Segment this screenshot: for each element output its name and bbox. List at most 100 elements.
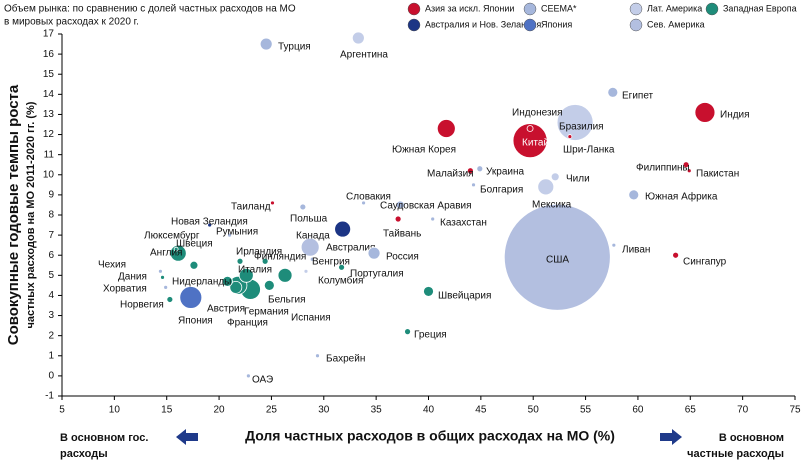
x-tick-label: 20 — [214, 405, 226, 416]
bubble — [236, 257, 244, 265]
bubble — [263, 279, 275, 291]
data-label: Австрия — [207, 304, 245, 315]
data-label: Франция — [227, 318, 268, 329]
y-tick-label: -1 — [45, 391, 54, 402]
data-label: Австралия — [326, 243, 375, 254]
annotation: частные расходы — [687, 448, 784, 460]
x-axis-title: Доля частных расходов в общих расходах н… — [245, 428, 615, 444]
bubble — [430, 216, 436, 222]
y-tick-label: 7 — [48, 230, 54, 241]
y-tick-label: 1 — [48, 350, 54, 361]
bubble — [436, 119, 456, 138]
data-label: Ливан — [622, 245, 650, 256]
bubble — [277, 267, 293, 283]
legend-marker — [705, 2, 719, 16]
data-label: Швеция — [176, 239, 213, 250]
y-tick-label: 8 — [48, 210, 54, 221]
x-tick-label: 35 — [371, 405, 383, 416]
bubble — [395, 200, 405, 210]
data-label: Аргентина — [340, 50, 388, 61]
legend-marker — [523, 2, 537, 16]
legend-marker — [523, 18, 537, 32]
data-label: Турция — [278, 42, 311, 53]
bubble — [503, 203, 611, 311]
y-tick-label: 0 — [48, 371, 54, 382]
y-tick-label: 12 — [43, 129, 55, 140]
bubble — [423, 286, 434, 297]
bubble — [471, 182, 476, 188]
data-label: Индонезия — [512, 108, 563, 119]
legend-marker — [407, 18, 421, 32]
y-axis-title: частных расходов на МО 2011-2020 гг. (%) — [25, 101, 37, 328]
bubble — [334, 220, 352, 238]
bubble — [550, 172, 560, 182]
bubble — [315, 353, 320, 359]
data-label: Филиппины — [636, 163, 690, 174]
data-label: Англия — [150, 248, 182, 259]
data-label: Чили — [566, 174, 590, 185]
x-tick-label: 55 — [580, 405, 592, 416]
x-tick-label: 75 — [789, 405, 801, 416]
bubble — [270, 200, 275, 206]
bubble — [351, 31, 365, 45]
y-tick-label: 11 — [44, 149, 55, 160]
bubble — [682, 161, 690, 169]
y-tick-label: 16 — [43, 49, 55, 60]
bubble — [512, 123, 548, 159]
data-label: Греция — [414, 330, 447, 341]
data-label: Китай — [522, 138, 549, 149]
data-label: Бельгия — [268, 295, 306, 306]
data-label: Португалия — [350, 269, 404, 280]
data-label: Венгрия — [312, 257, 350, 268]
y-tick-label: 9 — [48, 190, 54, 201]
y-tick-label: 5 — [48, 270, 54, 281]
bubble — [361, 200, 366, 206]
x-tick-label: 5 — [59, 405, 65, 416]
legend-label: Азия за искл. Японии — [425, 3, 514, 13]
arrow-left — [176, 429, 198, 445]
x-tick-label: 25 — [266, 405, 278, 416]
bubble — [158, 268, 163, 274]
legend-marker — [629, 18, 643, 32]
data-label: Таиланд — [231, 202, 271, 213]
data-label: Сингапур — [683, 257, 727, 268]
data-label: Тайвань — [383, 229, 421, 240]
legend-label: Австралия и Нов. Зеландия — [425, 19, 541, 29]
bubble — [261, 257, 269, 265]
legend-label: Лат. Америка — [647, 3, 702, 13]
data-label: Словакия — [346, 192, 391, 203]
data-label: Украина — [486, 167, 525, 178]
legend-label: Япония — [541, 19, 572, 29]
data-label: Чехия — [98, 260, 126, 271]
data-label: Малайзия — [427, 169, 474, 180]
y-tick-label: 6 — [48, 250, 54, 261]
y-tick-label: 17 — [43, 29, 55, 40]
bubble — [309, 256, 315, 262]
data-label: Саудовская Аравия — [380, 201, 472, 212]
y-tick-label: 14 — [43, 89, 55, 100]
annotation: расходы — [60, 448, 108, 460]
data-label: Шри-Ланка — [563, 145, 615, 156]
bubble — [404, 328, 411, 336]
x-tick-label: 40 — [423, 405, 435, 416]
bubble — [160, 274, 165, 280]
data-label: США — [546, 255, 569, 266]
y-tick-label: 15 — [43, 69, 55, 80]
annotation: В основном гос. — [60, 432, 148, 444]
bubble — [672, 251, 680, 259]
bubble — [299, 203, 307, 211]
subtitle: в мировых расходах к 2020 г. — [4, 17, 139, 28]
data-label: Канада — [296, 231, 330, 242]
x-tick-label: 60 — [632, 405, 644, 416]
data-label: Бахрейн — [326, 354, 365, 365]
data-label: Болгария — [480, 185, 523, 196]
x-tick-label: 45 — [475, 405, 487, 416]
legend-label: Сев. Америка — [647, 19, 705, 29]
data-label: Румыния — [216, 227, 258, 238]
x-tick-label: 15 — [161, 405, 173, 416]
x-tick-label: 65 — [685, 405, 697, 416]
data-label: Египет — [622, 91, 654, 102]
y-tick-label: 10 — [43, 169, 55, 180]
annotation: В основном — [719, 432, 784, 444]
